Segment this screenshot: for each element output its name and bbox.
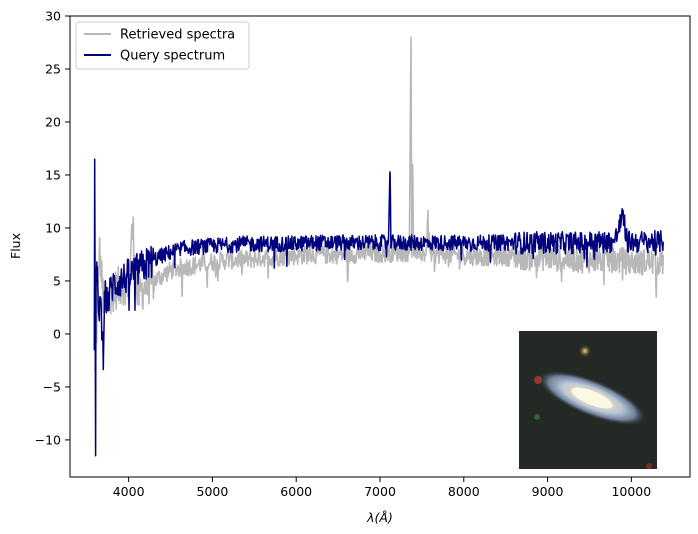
query-spectrum-layer <box>93 158 664 457</box>
y-axis-label: Flux <box>8 233 23 259</box>
x-tick-label: 4000 <box>113 484 145 499</box>
y-tick-label: 5 <box>53 273 61 288</box>
x-tick-label: 7000 <box>364 484 396 499</box>
y-tick-label: 0 <box>53 326 61 341</box>
galaxy-inset-image <box>519 331 657 469</box>
x-tick-label: 6000 <box>280 484 312 499</box>
y-tick-label: 20 <box>45 114 61 129</box>
y-tick-label: 15 <box>45 167 61 182</box>
y-tick-label: 30 <box>45 9 61 24</box>
legend-box <box>75 21 250 70</box>
y-axis: −10 −5 0 5 10 15 20 25 30 <box>35 9 70 447</box>
x-tick-label: 8000 <box>448 484 480 499</box>
y-tick-label: −5 <box>43 379 61 394</box>
x-tick-label: 9000 <box>532 484 564 499</box>
series-line-query-spectrum <box>93 158 664 457</box>
legend-label-retrieved: Retrieved spectra <box>120 28 235 43</box>
x-axis-label: λ(Å) <box>366 510 393 525</box>
y-tick-label: −10 <box>35 432 61 447</box>
x-tick-label: 5000 <box>197 484 229 499</box>
legend-label-query: Query spectrum <box>120 49 225 64</box>
legend: Retrieved spectra Query spectrum <box>75 21 250 70</box>
y-tick-label: 25 <box>45 61 61 76</box>
x-tick-label: 10000 <box>611 484 651 499</box>
y-tick-label: 10 <box>45 220 61 235</box>
x-axis: 4000 5000 6000 7000 8000 9000 10000 <box>113 477 651 499</box>
